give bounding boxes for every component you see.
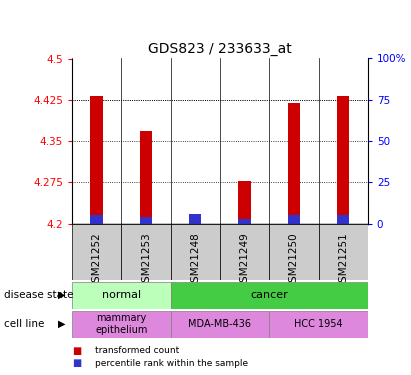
Bar bbox=[189, 214, 201, 223]
Bar bbox=[121, 224, 171, 280]
Bar bbox=[288, 102, 300, 224]
Text: transformed count: transformed count bbox=[95, 346, 179, 355]
Bar bbox=[171, 224, 220, 280]
Bar bbox=[140, 217, 152, 223]
Text: normal: normal bbox=[102, 290, 141, 300]
Bar bbox=[72, 282, 171, 309]
Text: ■: ■ bbox=[72, 358, 81, 368]
Bar bbox=[238, 181, 251, 224]
Bar bbox=[72, 224, 121, 280]
Text: cell line: cell line bbox=[4, 319, 44, 329]
Text: percentile rank within the sample: percentile rank within the sample bbox=[95, 358, 248, 368]
Text: GSM21253: GSM21253 bbox=[141, 232, 151, 289]
Bar bbox=[238, 219, 251, 224]
Text: GSM21249: GSM21249 bbox=[240, 232, 249, 289]
Bar bbox=[269, 310, 368, 338]
Bar bbox=[140, 131, 152, 224]
Bar bbox=[72, 310, 171, 338]
Bar bbox=[90, 96, 103, 224]
Text: MDA-MB-436: MDA-MB-436 bbox=[188, 319, 252, 329]
Text: HCC 1954: HCC 1954 bbox=[294, 319, 343, 329]
Bar bbox=[288, 215, 300, 223]
Text: ▶: ▶ bbox=[58, 290, 65, 300]
Bar bbox=[171, 282, 368, 309]
Bar bbox=[90, 215, 103, 223]
Title: GDS823 / 233633_at: GDS823 / 233633_at bbox=[148, 42, 292, 56]
Text: GSM21248: GSM21248 bbox=[190, 232, 200, 289]
Text: disease state: disease state bbox=[4, 290, 74, 300]
Text: ■: ■ bbox=[72, 346, 81, 355]
Text: GSM21252: GSM21252 bbox=[92, 232, 102, 289]
Bar bbox=[337, 96, 349, 224]
Bar bbox=[171, 310, 269, 338]
Bar bbox=[220, 224, 269, 280]
Text: GSM21251: GSM21251 bbox=[338, 232, 348, 289]
Bar bbox=[319, 224, 368, 280]
Text: GSM21250: GSM21250 bbox=[289, 232, 299, 289]
Bar bbox=[337, 215, 349, 223]
Bar bbox=[269, 224, 319, 280]
Text: mammary
epithelium: mammary epithelium bbox=[95, 313, 148, 335]
Text: ▶: ▶ bbox=[58, 319, 65, 329]
Text: cancer: cancer bbox=[250, 290, 288, 300]
